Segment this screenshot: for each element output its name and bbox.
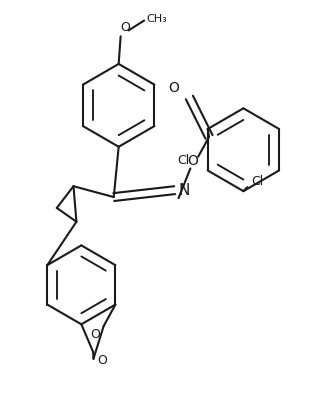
Text: O: O — [169, 80, 179, 95]
Text: O: O — [121, 21, 131, 34]
Text: Cl: Cl — [251, 175, 263, 188]
Text: O: O — [90, 328, 100, 341]
Text: Cl: Cl — [178, 154, 190, 167]
Text: O: O — [97, 354, 107, 367]
Text: CH₃: CH₃ — [146, 14, 167, 23]
Text: O: O — [187, 154, 198, 168]
Text: N: N — [179, 183, 190, 198]
